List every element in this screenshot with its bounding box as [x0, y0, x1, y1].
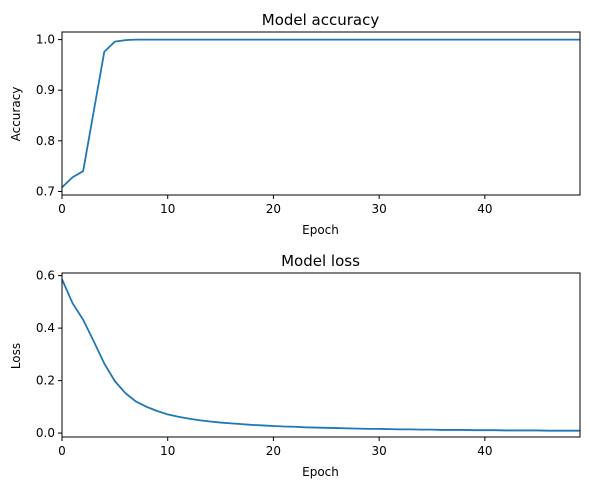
accuracy-x-tick-label: 0 — [58, 202, 66, 216]
accuracy-y-tick-label: 0.8 — [36, 134, 55, 148]
loss-x-tick-label: 40 — [477, 444, 492, 458]
loss-x-tick-label: 20 — [266, 444, 281, 458]
accuracy-series-line — [62, 38, 580, 189]
loss-x-axis-label: Epoch — [302, 465, 339, 479]
loss-x-tick-label: 0 — [58, 444, 66, 458]
loss-axes-frame — [61, 272, 581, 438]
accuracy-axes-frame — [61, 31, 581, 196]
accuracy-x-axis-label: Epoch — [302, 223, 339, 237]
accuracy-x-tick-label: 20 — [266, 202, 281, 216]
loss-y-axis-label: Loss — [9, 343, 23, 369]
accuracy-y-axis-label: Accuracy — [9, 87, 23, 142]
loss-y-tick-label: 0.4 — [36, 321, 55, 335]
accuracy-y-tick-label: 1.0 — [36, 33, 55, 47]
loss-ticks: 0 10 20 30 40 0.0 0.2 0.4 0.6 — [36, 269, 493, 458]
loss-y-tick-label: 0.6 — [36, 269, 55, 283]
loss-x-tick-label: 10 — [160, 444, 175, 458]
loss-chart: Model loss Epoch Loss 0 10 20 30 40 0.0 0.2 0.4… — [9, 252, 581, 479]
loss-y-tick-label: 0.0 — [36, 426, 55, 440]
loss-x-tick-label: 30 — [372, 444, 387, 458]
accuracy-x-tick-label: 40 — [477, 202, 492, 216]
accuracy-y-tick-label: 0.9 — [36, 83, 55, 97]
accuracy-plot-area — [62, 38, 580, 189]
accuracy-chart: Model accuracy Epoch Accuracy 0 10 20 30 400… — [9, 11, 581, 237]
accuracy-x-tick-label: 10 — [160, 202, 175, 216]
accuracy-y-tick-label: 0.7 — [36, 184, 55, 198]
accuracy-chart-title: Model accuracy — [262, 11, 380, 29]
loss-chart-title: Model loss — [281, 252, 360, 270]
accuracy-ticks: 0 10 20 30 40 0.7 0.8 0.9 1.0 — [36, 33, 493, 216]
loss-series-line — [62, 278, 580, 432]
loss-plot-area — [62, 278, 580, 432]
loss-y-tick-label: 0.2 — [36, 374, 55, 388]
accuracy-x-tick-label: 30 — [372, 202, 387, 216]
